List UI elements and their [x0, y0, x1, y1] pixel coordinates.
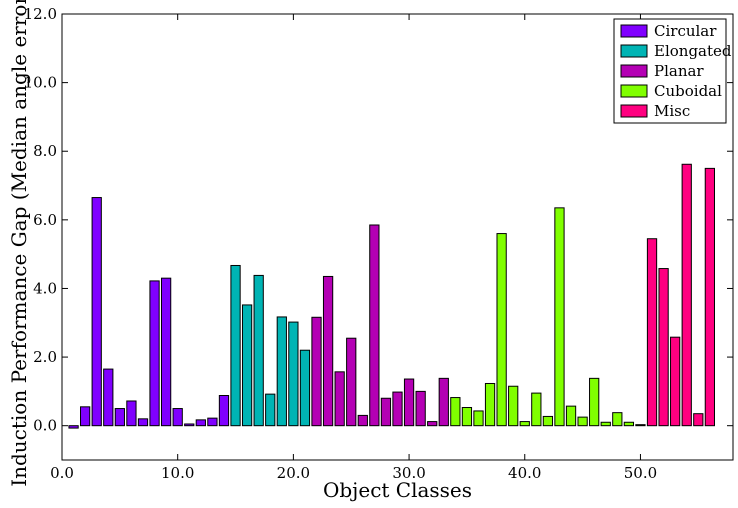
legend-swatch-circular — [620, 24, 648, 38]
x-tick-label: 20.0 — [277, 464, 310, 482]
legend-swatch-cuboidal — [620, 84, 648, 98]
bar-circular-7 — [137, 418, 149, 427]
bar-circular-4 — [103, 368, 114, 427]
bar-planar-5 — [357, 414, 368, 427]
legend-label-elongated: Elongated — [654, 42, 732, 60]
legend-swatch-elongated — [620, 44, 648, 58]
legend-swatch-misc — [620, 104, 648, 118]
bar-planar-3 — [334, 371, 345, 427]
bar-cuboidal-4 — [484, 382, 496, 427]
bar-cuboidal-14 — [600, 421, 611, 427]
bar-planar-1 — [311, 316, 322, 427]
bar-planar-7 — [380, 397, 392, 427]
bar-cuboidal-11 — [565, 405, 577, 427]
legend-label-misc: Misc — [654, 102, 690, 120]
plot-area-frame — [61, 13, 734, 461]
bar-planar-9 — [403, 378, 415, 427]
y-tick-label: 4.0 — [33, 279, 57, 297]
x-axis-title: Object Classes — [323, 478, 472, 502]
bars-layer — [68, 163, 715, 429]
bar-elongated-1 — [230, 264, 241, 427]
bar-cuboidal-9 — [542, 415, 554, 427]
bar-circular-11 — [184, 423, 195, 427]
bar-planar-10 — [415, 390, 426, 427]
bar-circular-2 — [80, 406, 91, 427]
bar-circular-13 — [207, 417, 218, 427]
bar-misc-2 — [658, 268, 669, 427]
legend-swatch-planar — [620, 64, 648, 78]
bar-elongated-7 — [299, 349, 311, 427]
bar-misc-5 — [693, 413, 704, 427]
bar-cuboidal-3 — [473, 410, 484, 427]
bar-circular-6 — [126, 400, 137, 427]
x-tick-label: 40.0 — [508, 464, 541, 482]
y-axis-title: Induction Performance Gap (Median angle … — [7, 0, 31, 487]
bar-circular-8 — [149, 280, 160, 427]
bar-cuboidal-5 — [496, 233, 507, 427]
bar-planar-6 — [369, 224, 380, 427]
bar-misc-6 — [704, 167, 715, 427]
axis-ticks — [61, 13, 733, 460]
bar-misc-1 — [646, 238, 658, 427]
bar-misc-3 — [670, 336, 681, 427]
x-tick-label: 30.0 — [392, 464, 425, 482]
bar-elongated-4 — [265, 393, 276, 427]
legend-label-planar: Planar — [654, 62, 704, 80]
bar-cuboidal-7 — [519, 421, 530, 427]
bar-circular-9 — [160, 277, 172, 427]
y-tick-label: 6.0 — [33, 211, 57, 229]
y-tick-label: 0.0 — [33, 417, 57, 435]
bar-circular-5 — [114, 408, 125, 427]
legend-label-circular: Circular — [654, 22, 717, 40]
bar-circular-3 — [91, 197, 102, 427]
y-tick-label: 2.0 — [33, 348, 57, 366]
bar-cuboidal-17 — [635, 424, 646, 427]
bar-planar-4 — [346, 337, 357, 427]
x-tick-label: 10.0 — [161, 464, 194, 482]
y-tick-label: 10.0 — [24, 74, 57, 92]
bar-planar-11 — [427, 421, 438, 427]
bar-circular-14 — [218, 395, 230, 427]
bar-elongated-6 — [288, 321, 299, 427]
bar-elongated-3 — [253, 274, 264, 427]
x-tick-label: 0.0 — [50, 464, 74, 482]
tick-labels: 0.0 10.0 20.0 30.0 40.0 50.0 0.0 2.0 4.0 6.0 8.0 10… — [24, 5, 658, 482]
bar-cuboidal-6 — [508, 385, 519, 427]
bar-planar-8 — [392, 391, 403, 427]
bar-cuboidal-10 — [554, 207, 565, 427]
bar-circular-1 — [68, 425, 79, 429]
legend-label-cuboidal: Cuboidal — [654, 82, 722, 100]
y-tick-label: 8.0 — [33, 142, 57, 160]
bar-circular-12 — [195, 419, 206, 427]
bar-cuboidal-16 — [623, 421, 635, 427]
legend: Circular Elongated Planar Cuboidal Misc — [613, 18, 732, 124]
y-tick-label: 12.0 — [24, 5, 57, 23]
bar-cuboidal-13 — [589, 377, 600, 427]
bar-cuboidal-2 — [461, 407, 473, 427]
bar-elongated-2 — [241, 304, 253, 427]
bar-cuboidal-12 — [577, 416, 588, 427]
bar-planar-12 — [438, 377, 449, 427]
bar-planar-2 — [322, 275, 334, 427]
bar-cuboidal-15 — [612, 412, 623, 427]
x-tick-label: 50.0 — [624, 464, 657, 482]
bar-circular-10 — [172, 408, 183, 427]
bar-misc-4 — [681, 163, 692, 427]
bar-elongated-5 — [276, 316, 287, 427]
bar-cuboidal-1 — [450, 397, 461, 427]
bar-cuboidal-8 — [531, 392, 542, 427]
